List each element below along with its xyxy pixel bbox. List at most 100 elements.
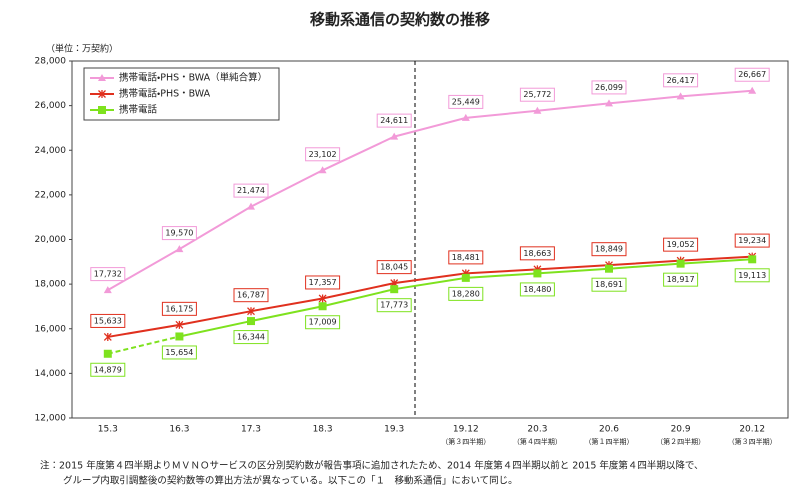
value-label-box — [90, 362, 126, 377]
value-label-box — [448, 250, 484, 265]
marker — [318, 166, 327, 174]
marker — [103, 349, 112, 358]
x-tick-sublabel: （第３四半期） — [728, 437, 777, 446]
value-label-box — [591, 242, 627, 257]
legend-label: 携帯電話・PHS・BWA（単純合算） — [119, 72, 267, 84]
value-label: 19,113 — [738, 271, 766, 280]
value-label: 18,663 — [523, 249, 551, 258]
x-tick-sublabel: （第１四半期） — [585, 437, 634, 446]
value-label: 19,570 — [165, 229, 193, 238]
marker — [247, 202, 255, 210]
value-label-box — [663, 73, 699, 88]
value-label: 18,045 — [380, 263, 408, 272]
marker — [676, 259, 685, 268]
chart-title: 移動系通信の契約数の推移 — [310, 11, 490, 29]
value-label-box — [591, 277, 627, 292]
y-tick-label: 28,000 — [35, 57, 67, 67]
value-label: 26,417 — [667, 76, 695, 85]
marker — [533, 269, 542, 278]
value-label-box — [448, 286, 484, 301]
marker — [461, 273, 470, 282]
x-tick-label: 15.3 — [98, 425, 118, 435]
value-label: 26,099 — [595, 83, 623, 92]
marker — [533, 106, 542, 114]
value-label-box — [591, 80, 627, 95]
value-label-box — [519, 282, 555, 297]
x-tick-sublabel: （第４四半期） — [513, 437, 562, 446]
value-label-box — [305, 275, 341, 290]
x-tick-label: 16.3 — [169, 425, 189, 435]
value-label: 26,667 — [738, 70, 766, 79]
value-label: 21,474 — [237, 186, 265, 195]
y-tick-label: 14,000 — [35, 369, 67, 379]
value-label: 18,691 — [595, 280, 623, 289]
value-label-box — [448, 94, 484, 109]
series-line — [107, 255, 753, 338]
x-tick-sublabel: （第３四半期） — [441, 437, 490, 446]
marker — [247, 317, 255, 326]
marker — [605, 99, 613, 107]
marker — [175, 320, 184, 329]
legend-marker — [98, 106, 106, 114]
marker — [247, 307, 255, 316]
value-label-box — [376, 298, 412, 313]
value-label-box — [161, 345, 197, 360]
marker — [318, 294, 327, 303]
value-label-box — [376, 113, 412, 128]
value-label-box — [663, 237, 699, 252]
y-tick-label: 26,000 — [35, 101, 67, 111]
value-label-box — [734, 233, 770, 248]
marker — [461, 113, 470, 121]
unit-label: （単位：万契約） — [46, 43, 118, 55]
value-label-box — [734, 268, 770, 283]
value-label: 15,654 — [165, 348, 193, 357]
value-label: 18,480 — [523, 285, 551, 294]
series-line — [107, 335, 180, 355]
legend-label: 携帯電話・PHS・BWA — [119, 88, 211, 100]
series-line — [107, 89, 753, 291]
value-label: 18,849 — [595, 245, 623, 254]
value-label-box — [519, 246, 555, 261]
marker — [605, 264, 613, 273]
value-label: 18,481 — [452, 253, 480, 262]
value-label: 19,052 — [667, 240, 695, 249]
y-tick-label: 18,000 — [35, 280, 67, 290]
value-label-box — [233, 183, 269, 198]
x-tick-label: 20.9 — [671, 425, 691, 435]
value-label-box — [161, 301, 197, 316]
value-label: 25,449 — [452, 97, 480, 106]
value-label-box — [305, 315, 341, 330]
marker — [318, 302, 327, 311]
x-tick-label: 20.6 — [599, 425, 619, 435]
marker — [103, 332, 112, 341]
value-label: 17,009 — [309, 318, 337, 327]
marker — [175, 245, 184, 253]
x-tick-label: 18.3 — [313, 425, 333, 435]
value-label: 14,879 — [94, 365, 122, 374]
value-label-box — [663, 272, 699, 287]
value-label-box — [90, 313, 126, 328]
x-tick-label: 19.3 — [384, 425, 404, 435]
marker — [748, 255, 757, 264]
value-label: 17,773 — [380, 301, 408, 310]
marker — [390, 132, 399, 140]
marker — [390, 285, 399, 294]
value-label-box — [161, 226, 197, 241]
value-label: 17,732 — [94, 270, 122, 279]
value-label: 16,787 — [237, 291, 265, 300]
legend-marker — [98, 74, 106, 81]
value-label-box — [90, 267, 126, 282]
x-tick-label: 19.12 — [453, 425, 479, 435]
value-label-box — [734, 67, 770, 82]
value-label: 16,175 — [165, 304, 193, 313]
y-tick-label: 22,000 — [35, 190, 67, 200]
legend-label: 携帯電話 — [119, 104, 158, 116]
y-tick-label: 20,000 — [35, 235, 67, 245]
marker — [748, 86, 757, 94]
value-label: 15,633 — [94, 316, 122, 325]
value-label: 25,772 — [523, 90, 551, 99]
y-tick-label: 24,000 — [35, 146, 67, 156]
